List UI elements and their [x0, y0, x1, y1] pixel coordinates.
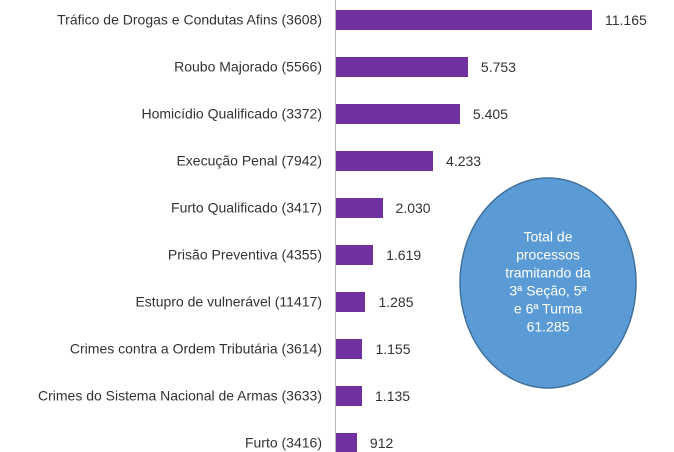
value-label: 11.165 [605, 12, 647, 28]
value-label: 5.405 [472, 106, 508, 122]
bar [336, 151, 434, 171]
category-label: Homicídio Qualificado (3372) [141, 105, 322, 122]
bar [336, 57, 468, 77]
annotation-text: 61.285 [527, 319, 570, 335]
value-label: 1.135 [375, 388, 411, 404]
value-label: 2.030 [395, 200, 431, 216]
value-label: 1.285 [378, 294, 414, 310]
annotation-text: tramitando da [505, 265, 591, 281]
annotation-text: e 6ª Turma [514, 301, 582, 317]
bar [336, 245, 374, 265]
bar [336, 433, 357, 452]
category-label: Prisão Preventiva (4355) [167, 246, 322, 263]
bar [336, 292, 366, 312]
category-label: Furto (3416) [244, 434, 322, 451]
bar [336, 386, 363, 406]
bar [336, 198, 383, 218]
value-label: 912 [369, 435, 394, 451]
axis-line [335, 0, 336, 452]
category-label: Furto Qualificado (3417) [171, 199, 322, 216]
category-label: Tráfico de Drogas e Condutas Afins (3608… [57, 11, 322, 28]
annotation-text: Total de [523, 229, 572, 245]
value-label: 1.619 [386, 247, 422, 263]
category-label: Crimes do Sistema Nacional de Armas (363… [37, 387, 322, 404]
annotation-ellipse [459, 177, 637, 389]
value-label: 1.155 [375, 341, 411, 357]
bar [336, 339, 363, 359]
category-label: Estupro de vulnerável (11417) [135, 293, 322, 310]
category-label: Roubo Majorado (5566) [174, 58, 322, 75]
value-label: 5.753 [480, 59, 516, 75]
bar [336, 10, 592, 30]
value-label: 4.233 [446, 153, 482, 169]
category-label: Crimes contra a Ordem Tributária (3614) [69, 340, 322, 357]
category-label: Execução Penal (7942) [176, 152, 322, 169]
bar [336, 104, 460, 124]
annotation-text: 3ª Seção, 5ª [509, 283, 587, 299]
annotation-text: processos [516, 247, 580, 263]
